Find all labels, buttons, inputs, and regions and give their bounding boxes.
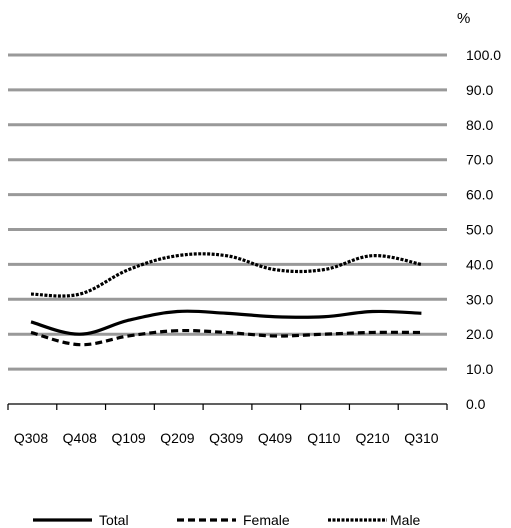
series-lines	[30, 252, 422, 347]
series-line-total	[30, 309, 422, 336]
x-tick-label: Q310	[404, 430, 438, 446]
y-tick-label: 90.0	[466, 82, 493, 98]
unit-label: %	[457, 10, 470, 27]
y-tick-label: 0.0	[466, 396, 486, 412]
y-tick-label: 50.0	[466, 222, 493, 238]
y-tick-label: 20.0	[466, 326, 493, 342]
y-axis-tick-labels: 100.0 90.0 80.0 70.0 60.0 50.0 40.0 30.0 20.0 10.…	[466, 47, 501, 412]
y-tick-label: 40.0	[466, 256, 493, 272]
x-tick-label: Q308	[14, 430, 48, 446]
legend-label-female: Female	[243, 512, 290, 528]
x-tick-label: Q110	[307, 430, 340, 446]
series-line-male	[30, 252, 422, 298]
x-axis: Q308 Q408 Q109 Q209 Q309 Q409 Q110 Q210 Q310	[7, 403, 448, 446]
x-tick-label: Q109	[111, 430, 145, 446]
x-tick-label: Q309	[209, 430, 243, 446]
y-tick-label: 100.0	[466, 47, 501, 63]
x-tick-label: Q210	[355, 430, 389, 446]
series-line-female	[30, 328, 422, 347]
legend-label-male: Male	[390, 512, 421, 528]
x-tick-label: Q209	[160, 430, 194, 446]
y-tick-label: 70.0	[466, 152, 493, 168]
y-tick-label: 60.0	[466, 187, 493, 203]
x-tick-label: Q409	[258, 430, 292, 446]
legend-label-total: Total	[99, 512, 129, 528]
y-tick-label: 30.0	[466, 291, 493, 307]
legend: Total Female Male	[33, 512, 421, 528]
gridlines	[8, 53, 447, 371]
y-tick-label: 10.0	[466, 361, 493, 377]
y-tick-label: 80.0	[466, 117, 493, 133]
x-tick-label: Q408	[63, 430, 97, 446]
